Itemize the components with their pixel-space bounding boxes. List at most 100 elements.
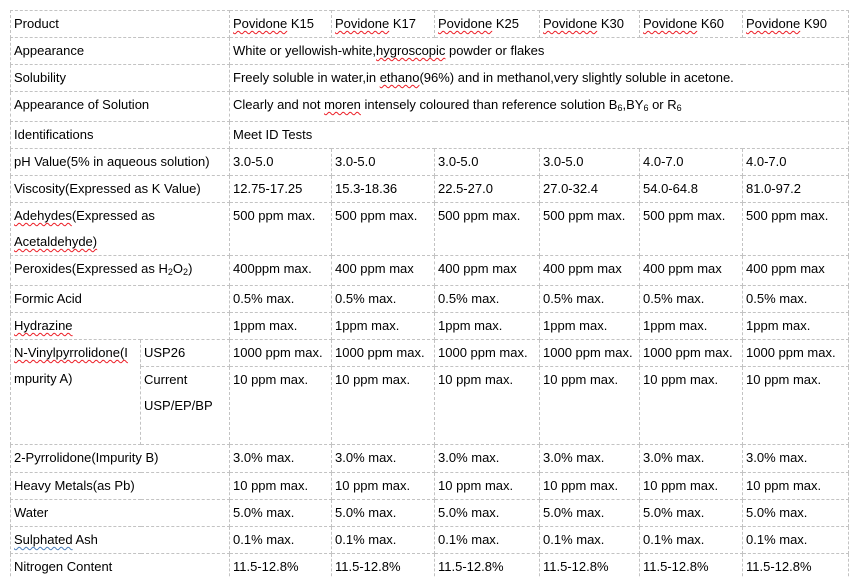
text-segment: 400 ppm max: [643, 261, 722, 276]
cell-peroxides-c2: 400 ppm max: [434, 255, 540, 286]
cell-hydrazine-c5: 1ppm max.: [742, 312, 849, 340]
text-segment: (96%) and in methanol,very slightly solu…: [419, 70, 734, 85]
text-segment: 1ppm max.: [233, 318, 298, 333]
text-segment: 10 ppm max.: [543, 478, 619, 493]
text-segment: K15: [287, 16, 314, 31]
text-segment: 400 ppm max: [543, 261, 622, 276]
cell-usp26-c0: 1000 ppm max.: [229, 339, 332, 367]
row-label-identifications: Identifications: [10, 121, 230, 149]
cell-product-c4: Povidone K60: [639, 10, 743, 38]
text-segment: Water: [14, 505, 49, 520]
misspelled-word: Acetaldehyde): [14, 234, 98, 249]
text-segment: 11.5-12.8%: [335, 559, 401, 574]
cell-usp26-c2: 1000 ppm max.: [434, 339, 540, 367]
cell-heavy-metals-c5: 10 ppm max.: [742, 472, 849, 500]
text-segment: Meet ID Tests: [233, 127, 313, 142]
cell-sulphated-ash-c2: 0.1% max.: [434, 526, 540, 554]
text-segment: ,BY: [622, 97, 644, 112]
row-hydrazine: Hydrazine 1ppm max. 1ppm max. 1ppm max. 1ppm…: [10, 312, 849, 340]
cell-nitrogen-content-c4: 11.5-12.8%: [639, 553, 743, 577]
text-segment: 0.1% max.: [543, 532, 605, 547]
text-segment: 400 ppm max: [335, 261, 414, 276]
text-segment: 0.1% max.: [233, 532, 295, 547]
row-identifications: Identifications Meet ID Tests: [10, 121, 849, 149]
row-peroxides: Peroxides(Expressed as H2O2) 400ppm max. 4…: [10, 255, 849, 286]
cell-product-c3: Povidone K30: [539, 10, 640, 38]
cell-formic-acid-c4: 0.5% max.: [639, 285, 743, 313]
cell-2-pyrrolidone-c0: 3.0% max.: [229, 444, 332, 473]
text-segment: 81.0-97.2: [746, 181, 801, 196]
cell-heavy-metals-c1: 10 ppm max.: [331, 472, 435, 500]
cell-sulphated-ash-c4: 0.1% max.: [639, 526, 743, 554]
cell-viscosity-c0: 12.75-17.25: [229, 175, 332, 203]
cell-current-usp-ep-bp-c2: 10 ppm max.: [434, 366, 540, 445]
text-segment: Heavy Metals(as Pb): [14, 478, 135, 493]
cell-viscosity-c4: 54.0-64.8: [639, 175, 743, 203]
text-segment: Ash: [72, 532, 98, 547]
cell-identifications-span: Meet ID Tests: [229, 121, 849, 149]
text-segment: 0.1% max.: [438, 532, 500, 547]
cell-2-pyrrolidone-c4: 3.0% max.: [639, 444, 743, 473]
cell-product-c0: Povidone K15: [229, 10, 332, 38]
row-viscosity: Viscosity(Expressed as K Value) 12.75-17.…: [10, 175, 849, 203]
cell-2-pyrrolidone-c2: 3.0% max.: [434, 444, 540, 473]
row-label-sulphated-ash: Sulphated Ash: [10, 526, 230, 554]
cell-nitrogen-content-c5: 11.5-12.8%: [742, 553, 849, 577]
cell-water-c4: 5.0% max.: [639, 499, 743, 527]
cell-ph-value-c4: 4.0-7.0: [639, 148, 743, 176]
text-segment: 1ppm max.: [746, 318, 811, 333]
text-segment: White or yellowish-white,: [233, 43, 377, 58]
cell-formic-acid-c3: 0.5% max.: [539, 285, 640, 313]
row-label-heavy-metals: Heavy Metals(as Pb): [10, 472, 230, 500]
row-appearance: Appearance White or yellowish-white,hygro…: [10, 37, 849, 65]
row-formic-acid: Formic Acid 0.5% max. 0.5% max. 0.5% max. 0.…: [10, 285, 849, 313]
text-segment: 3.0-5.0: [233, 154, 274, 169]
cell-appearance-of-solution-span: Clearly and not moren intensely coloured…: [229, 91, 849, 122]
text-segment: 10 ppm max.: [643, 372, 719, 387]
cell-viscosity-c5: 81.0-97.2: [742, 175, 849, 203]
cell-current-usp-ep-bp-c0: 10 ppm max.: [229, 366, 332, 445]
cell-viscosity-c1: 15.3-18.36: [331, 175, 435, 203]
spec-table-body: Product Povidone K15 Povidone K17 Povidone …: [10, 10, 849, 577]
text-segment: 500 ppm max.: [233, 208, 316, 223]
cell-heavy-metals-c3: 10 ppm max.: [539, 472, 640, 500]
text-segment: 0.1% max.: [335, 532, 397, 547]
cell-hydrazine-c1: 1ppm max.: [331, 312, 435, 340]
text-segment: K30: [597, 16, 624, 31]
text-segment: 10 ppm max.: [643, 478, 719, 493]
text-segment: 1ppm max.: [438, 318, 503, 333]
cell-sulphated-ash-c3: 0.1% max.: [539, 526, 640, 554]
cell-aldehydes-c1: 500 ppm max.: [331, 202, 435, 256]
subscript-text: 6: [643, 103, 649, 113]
text-segment: 400ppm max.: [233, 261, 312, 276]
cell-product-c5: Povidone K90: [742, 10, 849, 38]
cell-ph-value-c2: 3.0-5.0: [434, 148, 540, 176]
cell-hydrazine-c3: 1ppm max.: [539, 312, 640, 340]
text-segment: pH Value(5% in aqueous solution): [14, 154, 210, 169]
cell-usp26-c3: 1000 ppm max.: [539, 339, 640, 367]
text-segment: 2-Pyrrolidone(Impurity B): [14, 450, 159, 465]
text-segment: Freely soluble in water,in: [233, 70, 380, 85]
text-segment: 3.0-5.0: [438, 154, 479, 169]
text-segment: K25: [492, 16, 519, 31]
subscript-text: 2: [183, 267, 189, 277]
text-segment: USP26: [144, 345, 186, 360]
cell-2-pyrrolidone-c3: 3.0% max.: [539, 444, 640, 473]
misspelled-word: Hydrazine: [14, 318, 73, 333]
text-segment: 1000 ppm max.: [335, 345, 425, 360]
row-label-2-pyrrolidone: 2-Pyrrolidone(Impurity B): [10, 444, 230, 473]
cell-peroxides-c1: 400 ppm max: [331, 255, 435, 286]
cell-product-c2: Povidone K25: [434, 10, 540, 38]
text-segment: Viscosity(Expressed as K Value): [14, 181, 201, 196]
text-segment: 10 ppm max.: [543, 372, 619, 387]
text-segment: 15.3-18.36: [335, 181, 398, 196]
text-segment: Identifications: [14, 127, 94, 142]
cell-nitrogen-content-c2: 11.5-12.8%: [434, 553, 540, 577]
row-aldehydes: Adehydes(Expressed as Acetaldehyde) 500 pp…: [10, 202, 849, 256]
text-segment: 1ppm max.: [643, 318, 708, 333]
text-segment: 500 ppm max.: [335, 208, 418, 223]
cell-current-usp-ep-bp-c5: 10 ppm max.: [742, 366, 849, 445]
text-segment: 10 ppm max.: [233, 372, 309, 387]
row-label-viscosity: Viscosity(Expressed as K Value): [10, 175, 230, 203]
text-segment: 10 ppm max.: [335, 478, 411, 493]
